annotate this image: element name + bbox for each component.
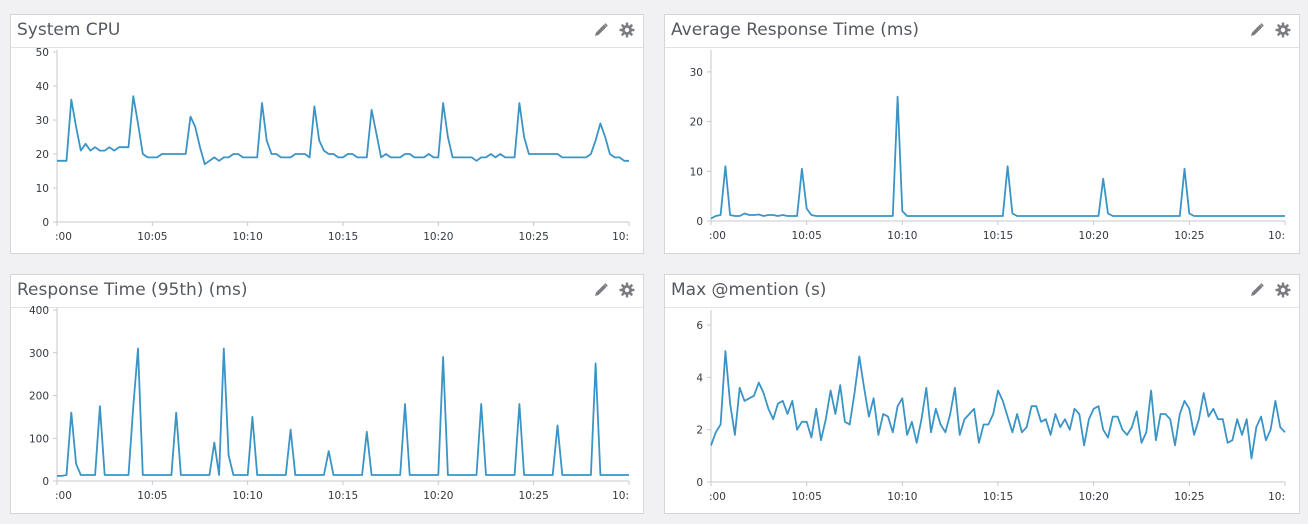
- gear-icon[interactable]: [619, 22, 635, 38]
- x-tick-label: :00: [709, 491, 726, 503]
- x-tick-label: 10:10: [233, 231, 263, 243]
- y-tick-label: 20: [36, 149, 49, 161]
- panel-header: System CPU: [11, 15, 643, 48]
- x-tick-label: :00: [55, 231, 72, 243]
- x-tick-label: 10:15: [983, 491, 1013, 503]
- x-tick-label: 10:20: [1079, 230, 1109, 242]
- y-tick-label: 300: [29, 348, 49, 360]
- line-chart: 0 100 200 300 400 :00 10:05 10:10 10:15 10:20 10:2…: [29, 305, 630, 502]
- pencil-icon[interactable]: [593, 282, 609, 298]
- panel-header: Average Response Time (ms): [665, 15, 1299, 48]
- panel-average-response-time: Average Response Time (ms) 0 10 20 30 :00 10:…: [664, 14, 1300, 254]
- x-tick-label: 10:20: [423, 231, 453, 243]
- y-tick-label: 30: [690, 67, 703, 79]
- y-tick-label: 30: [36, 115, 49, 127]
- x-tick-label: :00: [55, 490, 72, 502]
- x-tick-label: 10:20: [1079, 491, 1109, 503]
- pencil-icon[interactable]: [1249, 282, 1265, 298]
- y-tick-label: 6: [696, 320, 703, 332]
- panel-tools: [1249, 22, 1291, 38]
- series-line: [710, 95, 1285, 220]
- panel-max-mention: Max @mention (s) 0 2 4 6 :00 10:05 10:10 10:15 1…: [664, 274, 1300, 514]
- x-tick-label: 10:: [1268, 230, 1285, 242]
- y-tick-label: 40: [36, 81, 49, 93]
- y-tick-label: 100: [29, 433, 49, 445]
- panel-response-time-95th: Response Time (95th) (ms) 0 100 200 300 400:…: [10, 274, 644, 514]
- x-tick-label: 10:25: [519, 231, 549, 243]
- y-tick-label: 10: [690, 166, 703, 178]
- pencil-icon[interactable]: [1249, 22, 1265, 38]
- x-tick-label: 10:10: [887, 491, 917, 503]
- line-chart: 0 10 20 30 :00 10:05 10:10 10:15 10:20 10:25 10:: [690, 50, 1286, 242]
- panel-title: Max @mention (s): [671, 280, 827, 300]
- y-tick-label: 0: [696, 216, 703, 228]
- panel-header: Max @mention (s): [665, 275, 1299, 308]
- line-chart: 0 2 4 6 :00 10:05 10:10 10:15 10:20 10:25 10:: [696, 310, 1286, 503]
- y-tick-label: 50: [36, 47, 49, 59]
- y-tick-label: 4: [696, 372, 703, 384]
- panel-tools: [593, 282, 635, 298]
- panel-system-cpu: System CPU 0 10 20 30 40 50 :00 10:05 10:10 10:15…: [10, 14, 644, 254]
- x-tick-label: 10:25: [519, 490, 549, 502]
- series-line: [710, 350, 1286, 460]
- x-tick-label: 10:10: [233, 490, 263, 502]
- y-tick-label: 2: [696, 425, 703, 437]
- y-tick-label: 400: [29, 305, 49, 317]
- y-tick-label: 20: [690, 117, 703, 129]
- panel-header: Response Time (95th) (ms): [11, 275, 643, 308]
- panel-title: System CPU: [17, 20, 121, 40]
- y-tick-label: 10: [36, 183, 49, 195]
- gear-icon[interactable]: [1275, 22, 1291, 38]
- y-tick-label: 200: [29, 391, 49, 403]
- y-tick-label: 0: [42, 217, 49, 229]
- panel-tools: [1249, 282, 1291, 298]
- y-tick-label: 0: [42, 476, 49, 488]
- gear-icon[interactable]: [619, 282, 635, 298]
- x-tick-label: 10:05: [792, 491, 822, 503]
- x-tick-label: 10:05: [792, 230, 822, 242]
- x-tick-label: 10:25: [1174, 491, 1204, 503]
- line-chart: 0 10 20 30 40 50 :00 10:05 10:10 10:15 10:20 10:25 1…: [36, 47, 630, 243]
- panel-tools: [593, 22, 635, 38]
- series-line: [57, 95, 629, 166]
- x-tick-label: 10:25: [1174, 230, 1204, 242]
- series-line: [57, 347, 629, 477]
- y-tick-label: 0: [696, 477, 703, 489]
- x-tick-label: 10:15: [328, 231, 358, 243]
- gear-icon[interactable]: [1275, 282, 1291, 298]
- panel-title: Average Response Time (ms): [671, 20, 919, 40]
- x-tick-label: 10:: [612, 490, 629, 502]
- x-tick-label: 10:05: [137, 490, 167, 502]
- x-tick-label: 10:05: [137, 231, 167, 243]
- pencil-icon[interactable]: [593, 22, 609, 38]
- x-tick-label: 10:20: [423, 490, 453, 502]
- x-tick-label: 10:: [612, 231, 629, 243]
- x-tick-label: 10:10: [887, 230, 917, 242]
- x-tick-label: 10:15: [328, 490, 358, 502]
- x-tick-label: :00: [709, 230, 726, 242]
- x-tick-label: 10:: [1268, 491, 1285, 503]
- panel-title: Response Time (95th) (ms): [17, 280, 248, 300]
- x-tick-label: 10:15: [983, 230, 1013, 242]
